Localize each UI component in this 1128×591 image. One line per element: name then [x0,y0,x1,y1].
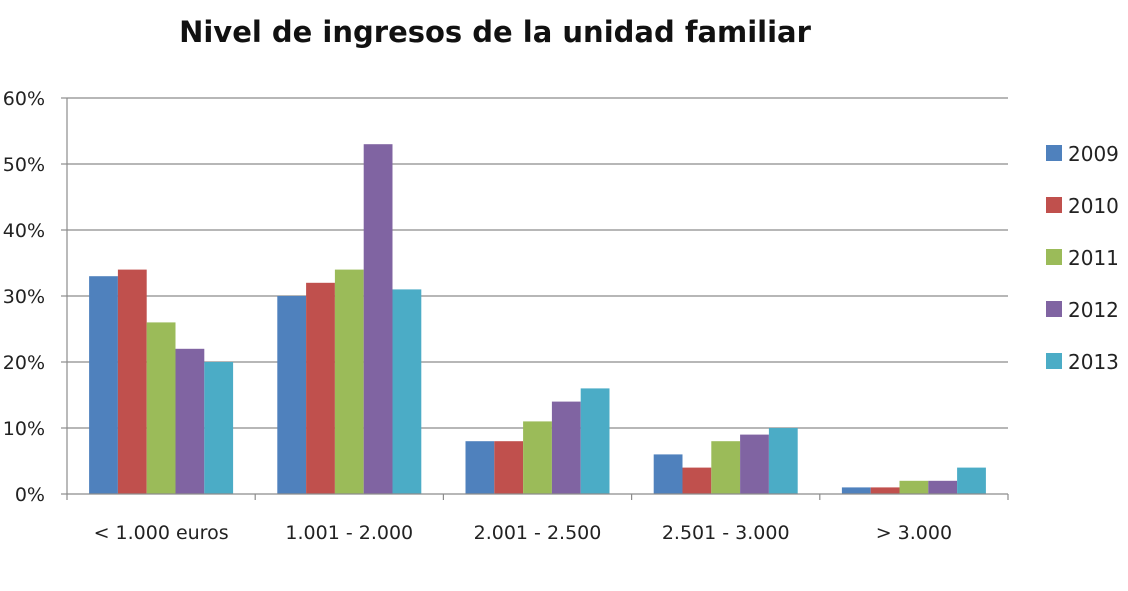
bars [89,144,986,494]
bar-2013 [580,388,610,494]
bar-2009 [841,487,871,494]
legend-label: 2009 [1068,142,1119,166]
bar-2010 [494,441,524,494]
legend-label: 2012 [1068,298,1119,322]
x-tick-label: 1.001 - 2.000 [285,522,413,544]
bar-2012 [551,401,581,494]
y-tick-label: 10% [3,418,45,440]
bar-2011 [711,441,741,494]
bar-2011 [899,480,929,494]
chart-title: Nivel de ingresos de la unidad familiar [179,15,812,49]
bar-2011 [146,322,176,494]
y-tick-labels: 0% 10% 20% 30% 40% 50% 60% [3,88,45,506]
legend: 2009 2010 2011 2012 2013 [1046,142,1119,374]
bar-2012 [175,348,205,494]
y-tick-label: 30% [3,286,45,308]
bar-2012 [363,144,393,494]
bar-2011 [334,269,364,494]
bar-2013 [392,289,422,494]
bar-2013 [957,467,986,494]
bar-2009 [89,276,118,494]
y-tick-label: 60% [3,88,45,110]
bar-2010 [306,282,335,494]
y-tick-label: 20% [3,352,45,374]
legend-label: 2010 [1068,194,1119,218]
bar-2013 [768,428,798,494]
x-tick-label: > 3.000 [876,522,952,544]
legend-swatch-2012 [1046,301,1062,317]
y-tick-label: 50% [3,154,45,176]
bar-2010 [682,467,712,494]
x-tick-labels: < 1.000 euros 1.001 - 2.000 2.001 - 2.500 2… [94,522,953,544]
legend-label: 2013 [1068,350,1119,374]
bar-2013 [204,362,234,494]
axes [61,97,1009,500]
x-tick-label: 2.001 - 2.500 [474,522,602,544]
bar-2009 [277,296,307,494]
x-tick-label: < 1.000 euros [94,522,229,544]
bar-2010 [117,269,147,494]
bar-2009 [653,454,683,494]
legend-swatch-2010 [1046,197,1062,213]
bar-2012 [740,434,769,494]
legend-label: 2011 [1068,246,1119,270]
bar-2009 [465,441,495,494]
legend-swatch-2011 [1046,249,1062,265]
bar-2011 [523,421,552,494]
legend-swatch-2013 [1046,353,1062,369]
bar-2012 [928,480,958,494]
bar-2010 [870,487,900,494]
y-tick-label: 0% [15,484,45,506]
x-tick-label: 2.501 - 3.000 [662,522,790,544]
legend-swatch-2009 [1046,145,1062,161]
y-tick-label: 40% [3,220,45,242]
